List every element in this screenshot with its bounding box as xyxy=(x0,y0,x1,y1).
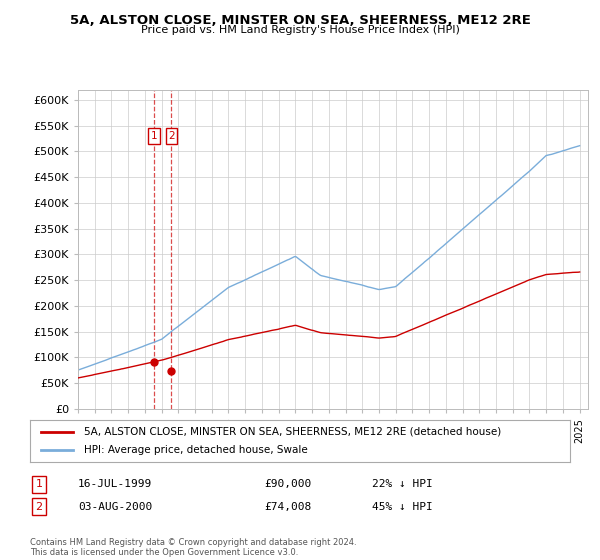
Text: 2: 2 xyxy=(35,502,43,512)
Text: 5A, ALSTON CLOSE, MINSTER ON SEA, SHEERNESS, ME12 2RE (detached house): 5A, ALSTON CLOSE, MINSTER ON SEA, SHEERN… xyxy=(84,427,501,437)
Text: Contains HM Land Registry data © Crown copyright and database right 2024.
This d: Contains HM Land Registry data © Crown c… xyxy=(30,538,356,557)
Text: 1: 1 xyxy=(151,131,157,141)
Text: £74,008: £74,008 xyxy=(264,502,311,512)
Text: 22% ↓ HPI: 22% ↓ HPI xyxy=(372,479,433,489)
Text: HPI: Average price, detached house, Swale: HPI: Average price, detached house, Swal… xyxy=(84,445,308,455)
Text: 03-AUG-2000: 03-AUG-2000 xyxy=(78,502,152,512)
Text: 16-JUL-1999: 16-JUL-1999 xyxy=(78,479,152,489)
Text: Price paid vs. HM Land Registry's House Price Index (HPI): Price paid vs. HM Land Registry's House … xyxy=(140,25,460,35)
Text: 5A, ALSTON CLOSE, MINSTER ON SEA, SHEERNESS, ME12 2RE: 5A, ALSTON CLOSE, MINSTER ON SEA, SHEERN… xyxy=(70,14,530,27)
Text: 2: 2 xyxy=(168,131,175,141)
Text: 1: 1 xyxy=(35,479,43,489)
Text: £90,000: £90,000 xyxy=(264,479,311,489)
Text: 45% ↓ HPI: 45% ↓ HPI xyxy=(372,502,433,512)
